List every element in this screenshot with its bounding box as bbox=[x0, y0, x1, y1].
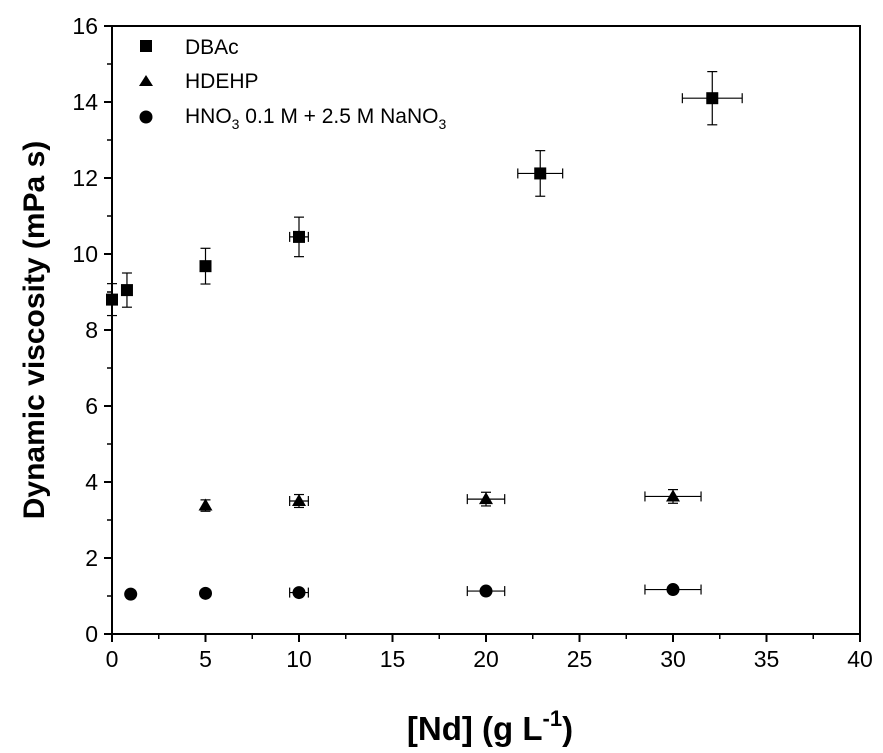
legend-label-hdehp: HDEHP bbox=[185, 70, 259, 93]
legend-marker-dbac bbox=[140, 40, 152, 52]
y-tick-label: 10 bbox=[72, 241, 98, 267]
data-point-circle bbox=[124, 587, 138, 601]
data-point-triangle bbox=[198, 498, 213, 511]
legend-marker-hno3 bbox=[139, 110, 153, 124]
y-axis-title: Dynamic viscosity (mPa s) bbox=[18, 141, 51, 520]
x-tick-label: 10 bbox=[286, 646, 312, 672]
x-tick-label: 5 bbox=[199, 646, 212, 672]
y-tick-label: 2 bbox=[85, 545, 98, 571]
legend-hno3-mid: 0.1 M + 2.5 M NaNO bbox=[239, 105, 438, 128]
data-point-triangle bbox=[479, 492, 493, 505]
y-tick-label: 8 bbox=[85, 317, 98, 343]
x-tick-label: 0 bbox=[106, 646, 119, 672]
x-axis-title-sup: -1 bbox=[543, 706, 563, 731]
x-tick-labels: 0 5 10 15 20 25 30 35 40 bbox=[106, 646, 873, 672]
data-marks bbox=[106, 70, 743, 601]
data-point-square bbox=[120, 284, 133, 297]
legend-hno3-sub2: 3 bbox=[438, 116, 446, 132]
data-point-square bbox=[534, 167, 547, 180]
y-tick-label: 0 bbox=[85, 621, 98, 647]
y-tick-label: 14 bbox=[72, 89, 98, 115]
data-point-square bbox=[199, 260, 212, 273]
legend-hno3-main: HNO bbox=[185, 105, 232, 128]
data-point-square bbox=[293, 230, 305, 243]
data-point-triangle bbox=[666, 489, 680, 502]
legend-hno3-sub1: 3 bbox=[232, 116, 240, 132]
x-tick-label: 40 bbox=[847, 646, 873, 672]
x-tick-label: 20 bbox=[473, 646, 499, 672]
data-point-circle bbox=[666, 583, 680, 597]
axis-ticks bbox=[104, 25, 861, 642]
x-tick-label: 15 bbox=[380, 646, 406, 672]
legend-label-dbac: DBAc bbox=[185, 36, 239, 59]
x-tick-label: 25 bbox=[567, 646, 593, 672]
y-tick-label: 16 bbox=[72, 13, 98, 39]
series-hno3 bbox=[124, 583, 702, 601]
x-axis-title-main: [Nd] (g L bbox=[407, 710, 543, 747]
data-point-triangle bbox=[292, 494, 306, 506]
y-tick-labels: 0 2 4 6 8 10 12 14 16 bbox=[72, 13, 98, 647]
y-tick-label: 12 bbox=[72, 165, 98, 191]
x-axis-title-end: ) bbox=[562, 710, 573, 747]
legend: DBAc HDEHP HNO3 0.1 M + 2.5 M NaNO3 bbox=[139, 36, 446, 132]
x-axis-title: [Nd] (g L-1) bbox=[407, 706, 573, 747]
y-tick-label: 6 bbox=[85, 393, 98, 419]
legend-marker-hdehp bbox=[139, 75, 153, 86]
data-point-circle bbox=[292, 586, 306, 600]
x-tick-label: 30 bbox=[660, 646, 686, 672]
y-tick-label: 4 bbox=[85, 469, 98, 495]
series-dbac bbox=[106, 70, 743, 317]
data-point-square bbox=[706, 92, 719, 105]
data-point-circle bbox=[199, 586, 212, 600]
data-point-square bbox=[106, 293, 118, 306]
data-point-circle bbox=[479, 584, 493, 598]
x-tick-label: 35 bbox=[754, 646, 780, 672]
legend-label-hno3: HNO3 0.1 M + 2.5 M NaNO3 bbox=[185, 105, 446, 132]
series-hdehp bbox=[198, 489, 702, 512]
